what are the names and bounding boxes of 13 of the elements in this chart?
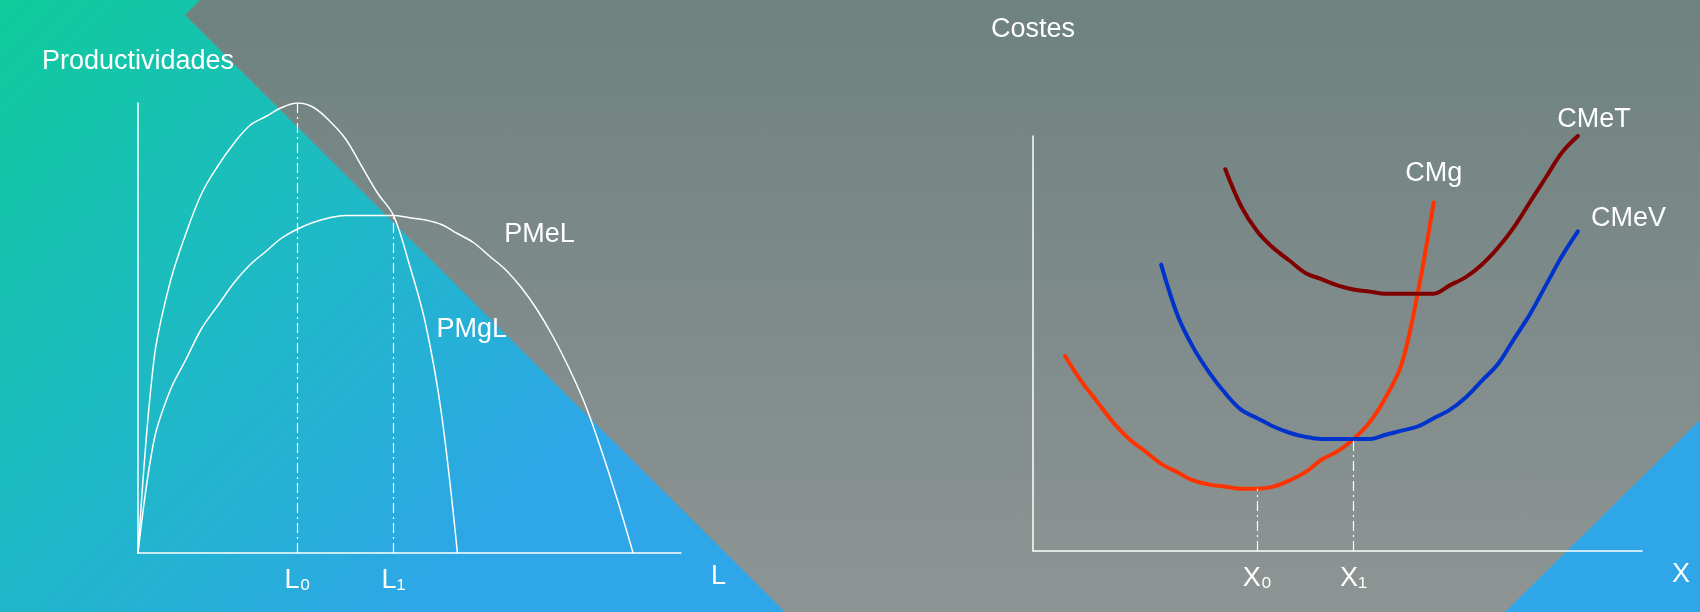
- x-axis-title: L: [711, 559, 727, 590]
- x-tick-label: X₀: [1242, 561, 1272, 592]
- x-tick-label: X₁: [1339, 561, 1368, 592]
- series-label: PMgL: [436, 312, 508, 343]
- series-label: CMg: [1405, 156, 1463, 187]
- y-axis-title: Productividades: [41, 44, 235, 75]
- x-tick-label: L₁: [381, 563, 406, 594]
- y-axis-title: Costes: [990, 12, 1076, 43]
- x-tick-label: L₀: [284, 563, 311, 594]
- series-label: CMeV: [1590, 202, 1666, 233]
- x-axis-title: X: [1672, 557, 1691, 588]
- series-label: PMeL: [504, 218, 575, 248]
- series-label: CMeT: [1557, 102, 1631, 133]
